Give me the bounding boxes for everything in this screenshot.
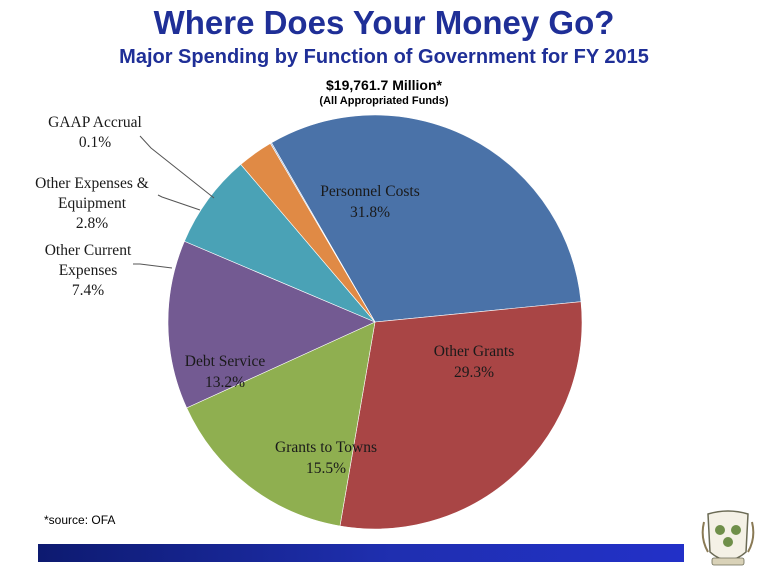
slice-label-other-current-expenses: Other Current Expenses 7.4%: [45, 242, 132, 299]
pie-slice-other-current-expenses: [184, 164, 376, 323]
pie-slice-personnel-costs: [271, 114, 582, 323]
slice-label-debt-service: Debt Service 13.2%: [185, 353, 266, 391]
leader-line-other-expenses-equipment: [157, 194, 201, 211]
pie-slice-other-grants: [339, 301, 583, 530]
slice-label-other-expenses-equipment: Other Expenses & Equipment 2.8%: [35, 175, 149, 232]
total-amount: $19,761.7 Million*: [326, 77, 442, 93]
slice-label-grants-to-towns: Grants to Towns 15.5%: [275, 439, 377, 477]
footer-bar: [38, 544, 684, 562]
pie-slice-grants-to-towns: [186, 321, 376, 527]
slice-label-gaap-accrual: GAAP Accrual 0.1%: [48, 114, 142, 151]
total-note: (All Appropriated Funds): [319, 95, 449, 107]
page-subtitle: Major Spending by Function of Government…: [119, 46, 649, 68]
state-seal-logo: [701, 510, 755, 566]
leader-line-other-current-expenses: [133, 263, 173, 269]
source-note: *source: OFA: [44, 513, 116, 527]
leader-line-gaap-accrual: [139, 135, 215, 199]
slice-label-other-grants: Other Grants 29.3%: [434, 343, 515, 381]
page-title: Where Does Your Money Go?: [153, 4, 615, 41]
pie-slice-debt-service: [167, 240, 376, 409]
pie-slice-gaap-accrual: [269, 142, 376, 323]
slice-label-personnel-costs: Personnel Costs 31.8%: [320, 183, 419, 221]
